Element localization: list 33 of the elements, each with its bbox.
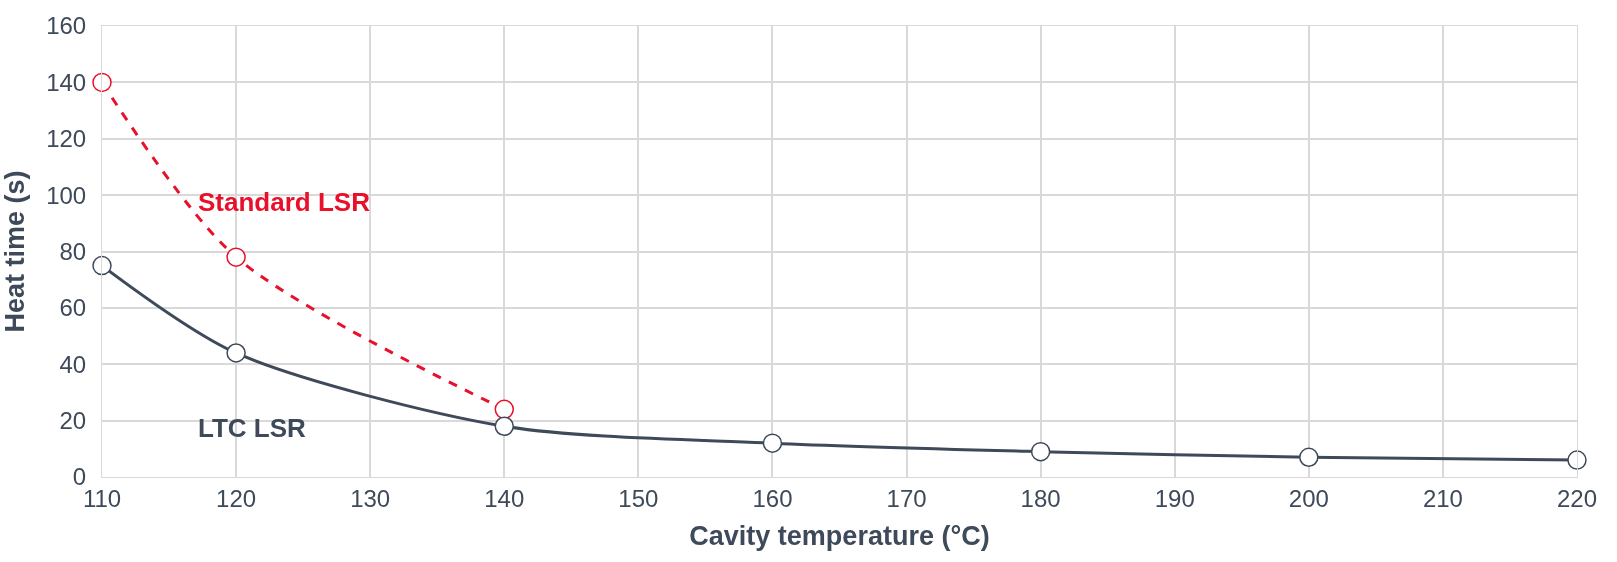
point xyxy=(226,247,246,267)
x-tick-label: 160 xyxy=(752,484,793,512)
point xyxy=(92,255,112,276)
x-tick-label: 220 xyxy=(1556,484,1598,512)
y-tick-label: 40 xyxy=(59,350,87,378)
point xyxy=(762,433,783,453)
point xyxy=(1567,450,1587,470)
series-label: LTC LSR xyxy=(198,413,307,443)
x-tick-label: 120 xyxy=(216,484,257,512)
y-tick-label: 100 xyxy=(46,181,87,209)
series-label: Standard LSR xyxy=(198,187,371,217)
x-tick-label: 190 xyxy=(1154,484,1195,512)
x-tick-label: 130 xyxy=(350,484,391,512)
x-axis-title: Cavity temperature (°C) xyxy=(689,521,990,552)
x-tick-label: 140 xyxy=(484,484,525,512)
x-tick-label: 180 xyxy=(1020,484,1061,512)
y-tick-label: 20 xyxy=(59,407,87,435)
point xyxy=(1299,447,1319,468)
point xyxy=(226,343,246,363)
y-tick-label: 80 xyxy=(59,237,87,265)
y-tick-label: 60 xyxy=(59,294,87,322)
y-axis-title: Heat time (s) xyxy=(0,170,30,333)
y-tick-label: 160 xyxy=(46,12,87,40)
x-tick-label: 210 xyxy=(1422,484,1463,512)
point xyxy=(494,399,515,420)
x-tick-label: 200 xyxy=(1288,484,1329,512)
point xyxy=(494,416,515,436)
point xyxy=(1030,441,1051,462)
point xyxy=(92,72,112,93)
y-tick-label: 120 xyxy=(46,125,87,153)
x-tick-label: 170 xyxy=(886,484,927,512)
y-tick-label: 140 xyxy=(46,68,87,96)
x-tick-label: 150 xyxy=(618,484,659,512)
